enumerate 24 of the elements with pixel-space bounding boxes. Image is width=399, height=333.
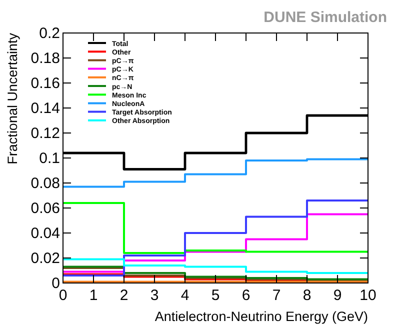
- x-tick-label: 9: [333, 287, 342, 304]
- x-tick-label: 5: [211, 287, 220, 304]
- x-tick-label: 8: [302, 287, 312, 304]
- x-tick-label: 4: [180, 287, 190, 304]
- x-tick-label: 6: [242, 287, 250, 304]
- y-tick-label: 0.06: [30, 200, 60, 217]
- y-tick-label: 0.08: [30, 175, 60, 192]
- x-axis-title: Antielectron-Neutrino Energy (GeV): [154, 309, 368, 324]
- y-tick-label: 0.2: [39, 25, 60, 42]
- y-tick-label: 0.1: [39, 150, 60, 167]
- y-tick-label: 0.14: [30, 100, 60, 117]
- x-tick-label: 10: [360, 287, 376, 304]
- y-tick-label: 0: [52, 275, 60, 292]
- x-tick-label: 3: [150, 287, 159, 304]
- y-tick-label: 0.18: [30, 50, 60, 67]
- x-tick-label: 1: [89, 287, 98, 304]
- y-tick-label: 0.04: [30, 225, 60, 242]
- y-axis-title: Fractional Uncertainty: [5, 32, 20, 164]
- x-tick-label: 7: [272, 287, 281, 304]
- text: DUNE Simulation: [264, 9, 387, 26]
- y-tick-label: 0.02: [30, 250, 60, 267]
- y-tick-label: 0.16: [30, 75, 60, 92]
- y-tick-label: 0.12: [30, 125, 60, 142]
- x-tick-label: 2: [120, 287, 128, 304]
